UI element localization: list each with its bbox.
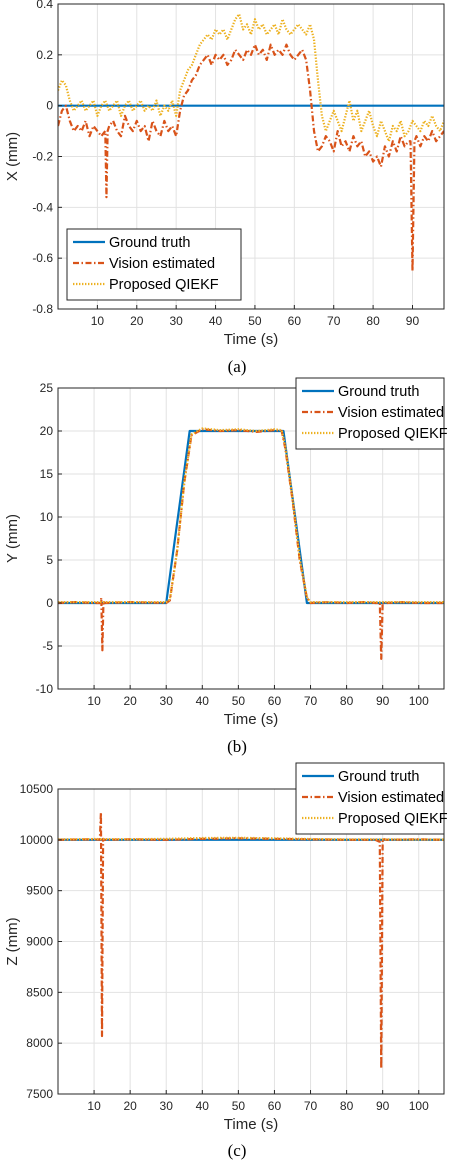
legend-label: Ground truth xyxy=(338,769,419,785)
x-axis-label: Time (s) xyxy=(224,1116,278,1133)
x-tick-label: 10 xyxy=(87,1099,101,1113)
axes-box xyxy=(57,387,445,690)
y-tick-label: 0 xyxy=(46,99,53,113)
series-line-proposed-qiekf xyxy=(58,836,444,841)
chart-panel-1: 10 20 30 40 50 60 70 80 90 100 -10 -5 0 5 10 15 20 25 Time… xyxy=(4,377,448,756)
x-tick-label: 90 xyxy=(376,1099,390,1113)
y-tick-label: -0.6 xyxy=(32,251,53,265)
y-tick-label: 8000 xyxy=(26,1036,53,1050)
y-tick-label: -10 xyxy=(36,682,54,696)
y-tick-label: 10 xyxy=(40,510,54,524)
x-tick-label: 40 xyxy=(196,1099,210,1113)
x-tick-label: 70 xyxy=(327,314,341,328)
panel-caption: (a) xyxy=(228,357,247,376)
x-tick-label: 30 xyxy=(160,694,174,708)
x-tick-label: 50 xyxy=(232,694,246,708)
x-tick-label: 70 xyxy=(304,1099,318,1113)
y-tick-label: 9500 xyxy=(26,884,53,898)
x-axis-label: Time (s) xyxy=(224,711,278,728)
y-tick-label: -0.4 xyxy=(32,200,53,214)
y-tick-label: 7500 xyxy=(26,1087,53,1101)
x-tick-label: 40 xyxy=(196,694,210,708)
legend: Ground truth Vision estimated Proposed QIE… xyxy=(66,228,242,301)
x-tick-label: 50 xyxy=(232,1099,246,1113)
legend: Ground truth Vision estimated Proposed QIE… xyxy=(295,762,448,835)
x-tick-label: 100 xyxy=(409,694,429,708)
x-tick-label: 80 xyxy=(340,1099,354,1113)
x-tick-label: 80 xyxy=(366,314,380,328)
x-tick-label: 80 xyxy=(340,694,354,708)
y-tick-label: 0.4 xyxy=(36,0,53,11)
series-line-proposed-qiekf xyxy=(58,427,444,604)
y-tick-label: 15 xyxy=(40,467,54,481)
chart-panel-2: 10 20 30 40 50 60 70 80 90 100 7500 8000 8500 9000 950… xyxy=(4,762,448,1160)
x-tick-label: 70 xyxy=(304,694,318,708)
y-tick-label: 20 xyxy=(40,424,54,438)
y-tick-label: 0.2 xyxy=(36,48,53,62)
legend-label: Ground truth xyxy=(338,384,419,400)
y-tick-label: 8500 xyxy=(26,985,53,999)
x-tick-label: 50 xyxy=(248,314,262,328)
y-axis-label: Z (mm) xyxy=(4,917,21,965)
y-tick-label: 25 xyxy=(40,381,54,395)
legend-label: Proposed QIEKF xyxy=(338,426,448,442)
y-axis-label: X (mm) xyxy=(4,132,21,181)
x-tick-label: 100 xyxy=(409,1099,429,1113)
series-line-vision-estimated xyxy=(58,428,444,661)
legend-label: Vision estimated xyxy=(338,405,444,421)
y-tick-label: 10000 xyxy=(20,833,54,847)
legend-box xyxy=(295,377,445,450)
y-tick-label: 0 xyxy=(46,596,53,610)
legend-box xyxy=(295,762,445,835)
x-tick-label: 90 xyxy=(376,694,390,708)
panel-caption: (c) xyxy=(228,1141,247,1160)
y-tick-label: 5 xyxy=(46,553,53,567)
legend-label: Vision estimated xyxy=(109,256,215,272)
legend-label: Proposed QIEKF xyxy=(109,277,219,293)
series-line-proposed-qiekf xyxy=(58,13,444,143)
y-tick-label: -0.2 xyxy=(32,150,53,164)
y-tick-label: 9000 xyxy=(26,935,53,949)
legend-box xyxy=(66,228,242,301)
legend-label: Vision estimated xyxy=(338,790,444,806)
x-tick-label: 60 xyxy=(268,694,282,708)
y-tick-label: -5 xyxy=(42,639,53,653)
x-axis-label: Time (s) xyxy=(224,331,278,348)
x-tick-label: 20 xyxy=(123,1099,137,1113)
x-tick-label: 10 xyxy=(87,694,101,708)
y-axis-label: Y (mm) xyxy=(4,514,21,563)
chart-panel-0: 10 20 30 40 50 60 70 80 90 -0.8 -0.6 -0.4 -0.2 0 0.2 0.… xyxy=(4,0,445,376)
x-tick-label: 30 xyxy=(160,1099,174,1113)
panel-caption: (b) xyxy=(227,737,247,756)
x-tick-label: 10 xyxy=(91,314,105,328)
y-tick-label: 10500 xyxy=(20,782,54,796)
legend-label: Proposed QIEKF xyxy=(338,811,448,827)
legend: Ground truth Vision estimated Proposed QIE… xyxy=(295,377,448,450)
legend-label: Ground truth xyxy=(109,235,190,251)
x-tick-label: 60 xyxy=(288,314,302,328)
x-tick-label: 30 xyxy=(169,314,183,328)
series-line-vision-estimated xyxy=(58,43,444,272)
x-tick-label: 60 xyxy=(268,1099,282,1113)
y-tick-label: -0.8 xyxy=(32,302,53,316)
x-tick-label: 20 xyxy=(130,314,144,328)
x-tick-label: 20 xyxy=(123,694,137,708)
x-tick-label: 40 xyxy=(209,314,223,328)
x-tick-label: 90 xyxy=(406,314,420,328)
